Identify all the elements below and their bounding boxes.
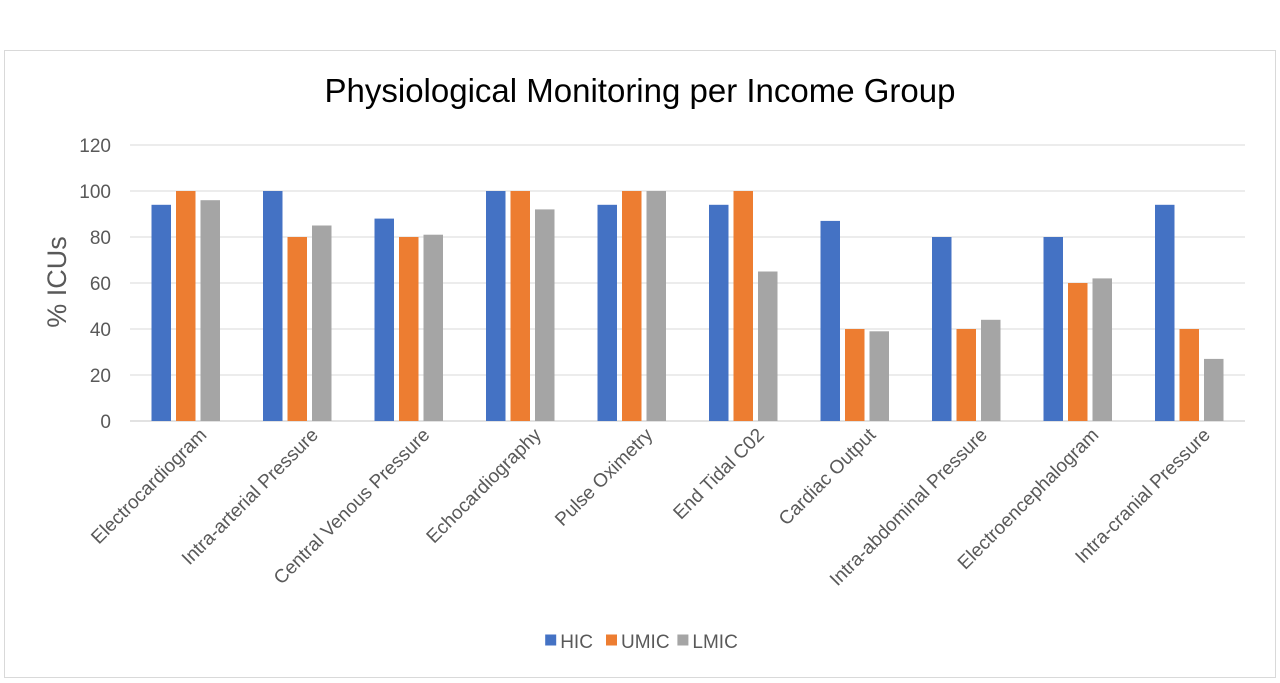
bar-lmic [646, 191, 666, 421]
y-tick-label: 40 [90, 320, 111, 341]
bar-lmic [981, 319, 1001, 421]
bar-umic [845, 329, 865, 421]
category-label: End Tidal C02 [670, 425, 769, 524]
category-label: Electrocardiogram [87, 425, 211, 549]
bar-hic [597, 204, 617, 421]
category-label: Echocardiography [423, 424, 546, 547]
legend: HIC UMIC LMIC [545, 632, 738, 653]
bar-umic [733, 191, 753, 421]
y-tick-label: 20 [90, 366, 111, 387]
bar-hic [151, 204, 171, 421]
bar-hic [932, 237, 952, 421]
bar-lmic [1204, 358, 1224, 421]
bar-umic [176, 191, 196, 421]
y-tick-label: 100 [79, 182, 111, 203]
legend-label-hic: HIC [560, 632, 593, 653]
bar-umic [1068, 283, 1088, 421]
bar-hic [1155, 204, 1175, 421]
chart-title: Physiological Monitoring per Income Grou… [325, 72, 956, 109]
legend-swatch-hic [545, 634, 557, 646]
legend-swatch-lmic [677, 634, 689, 646]
bar-umic [1179, 329, 1199, 421]
legend-swatch-umic [606, 634, 617, 646]
bar-umic [399, 237, 419, 421]
bar-lmic [869, 331, 889, 421]
bar-lmic [200, 200, 220, 421]
bar-hic [820, 220, 840, 421]
y-tick-labels: 0 20 40 60 80 100 120 [79, 136, 111, 433]
legend-label-lmic: LMIC [692, 632, 737, 653]
bar-umic [287, 237, 307, 421]
bar-umic [956, 329, 976, 421]
bar-lmic [312, 225, 332, 421]
y-tick-label: 120 [79, 136, 111, 157]
bar-lmic [1092, 278, 1112, 421]
bar-hic [486, 191, 506, 421]
bar-lmic [535, 209, 555, 421]
bar-hic [1043, 237, 1063, 421]
category-label: Cardiac Output [775, 424, 881, 530]
bar-umic [510, 191, 530, 421]
bar-lmic [758, 271, 778, 421]
category-label: Pulse Oximetry [551, 424, 657, 530]
bars [151, 191, 1224, 421]
bar-hic [374, 218, 394, 421]
bar-umic [622, 191, 642, 421]
bar-lmic [423, 234, 443, 421]
legend-label-umic: UMIC [621, 632, 670, 653]
bar-hic [709, 204, 729, 421]
y-tick-label: 60 [90, 274, 111, 295]
bar-hic [263, 191, 283, 421]
y-axis-label: % ICUs [42, 236, 72, 328]
y-tick-label: 80 [90, 228, 111, 249]
y-tick-label: 0 [100, 412, 111, 433]
